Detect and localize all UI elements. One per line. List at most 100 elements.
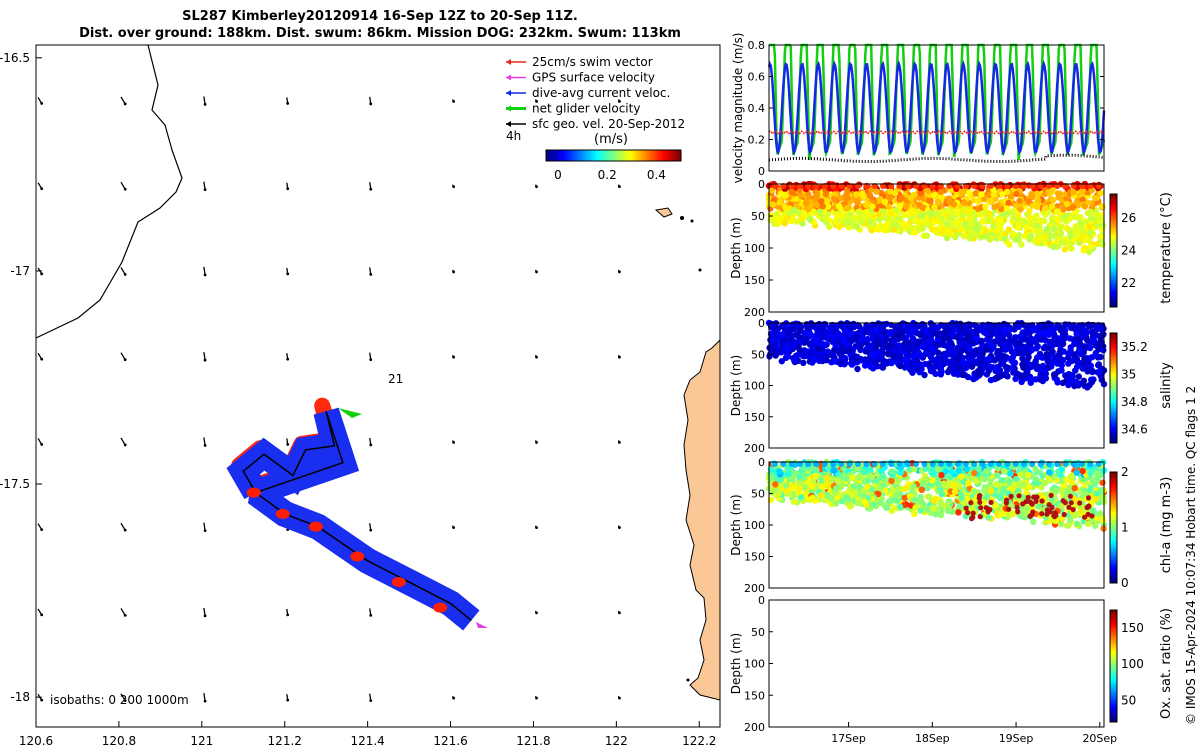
section-point bbox=[769, 201, 777, 208]
section-point bbox=[1042, 211, 1049, 218]
chl-a-colorbar-cell bbox=[1110, 534, 1117, 537]
salinity-colorbar-cell bbox=[1110, 339, 1117, 343]
section-point bbox=[929, 504, 936, 512]
geo-velocity-arrowhead bbox=[618, 696, 621, 700]
section-point bbox=[788, 188, 795, 196]
section-point bbox=[1073, 224, 1081, 231]
oxygen-colorbar-cell bbox=[1110, 697, 1117, 701]
salinity-colorbar-cell bbox=[1110, 438, 1117, 442]
geo-velocity-arrowhead bbox=[286, 443, 290, 446]
section-point bbox=[1067, 231, 1074, 238]
section-point bbox=[1006, 344, 1014, 352]
temperature-y-tick-label: 0 bbox=[758, 178, 765, 191]
oxygen-colorbar-cell bbox=[1110, 627, 1117, 631]
section-point bbox=[877, 195, 884, 203]
oxygen-colorbar-cell bbox=[1110, 616, 1117, 620]
chl-a-colorbar-cell bbox=[1110, 485, 1117, 489]
section-point bbox=[1086, 229, 1094, 236]
section-point bbox=[800, 359, 807, 366]
section-point bbox=[873, 188, 880, 195]
section-point bbox=[986, 198, 994, 205]
chl-a-colorbar-cell bbox=[1110, 500, 1117, 504]
section-point bbox=[1001, 467, 1008, 475]
section-point bbox=[855, 499, 862, 507]
section-point bbox=[951, 369, 958, 376]
chl-a-colorbar-cell bbox=[1110, 531, 1117, 535]
section-point bbox=[800, 210, 808, 217]
section-point bbox=[1053, 487, 1060, 494]
section-point bbox=[1088, 378, 1096, 386]
temperature-colorbar-cell bbox=[1110, 203, 1117, 206]
section-point bbox=[1034, 197, 1042, 204]
oxygen-colorbar-frame bbox=[1109, 609, 1118, 723]
section-point bbox=[905, 339, 912, 346]
geo-velocity-arrowhead bbox=[535, 611, 538, 615]
chl-high-point bbox=[1060, 498, 1066, 504]
section-point bbox=[930, 226, 937, 233]
section-point bbox=[1042, 343, 1049, 350]
temperature-colorbar-cell bbox=[1110, 279, 1117, 283]
section-point bbox=[948, 468, 955, 475]
oxygen-colorbar-cell bbox=[1110, 690, 1117, 694]
section-point bbox=[947, 488, 954, 495]
section-point bbox=[776, 468, 783, 475]
map-frame bbox=[35, 44, 721, 728]
section-point bbox=[960, 199, 968, 206]
chl-a-colorbar-cell bbox=[1110, 547, 1117, 551]
section-point bbox=[1068, 357, 1076, 364]
island bbox=[686, 678, 690, 682]
section-point bbox=[993, 227, 1000, 235]
oxygen-colorbar-cell bbox=[1110, 710, 1117, 714]
temperature-y-tick-label: 50 bbox=[751, 210, 765, 223]
section-point bbox=[896, 332, 903, 339]
chl-high-point bbox=[1061, 511, 1067, 518]
map-x-tick-label: 120.6 bbox=[19, 734, 53, 748]
chl-high-point bbox=[1008, 493, 1014, 499]
map-x-tick-label: 121.8 bbox=[516, 734, 550, 748]
section-point bbox=[969, 339, 976, 346]
salinity-colorbar-frame bbox=[1109, 332, 1118, 444]
island bbox=[654, 207, 673, 218]
map-y-tick-label: -18 bbox=[10, 690, 30, 704]
temperature-colorbar-cell bbox=[1110, 194, 1117, 197]
geo-velocity-arrowhead bbox=[286, 357, 290, 361]
section-point bbox=[854, 199, 861, 207]
section-point bbox=[885, 203, 893, 210]
geo-velocity-arrowhead bbox=[535, 185, 538, 189]
chl-a-colorbar-cell bbox=[1110, 516, 1117, 520]
section-point bbox=[1007, 470, 1014, 477]
section-point bbox=[1071, 495, 1078, 502]
swim-vector-cluster bbox=[308, 521, 323, 532]
map-colorbar-cell bbox=[550, 150, 554, 161]
section-point bbox=[793, 195, 800, 203]
section-point bbox=[866, 466, 874, 474]
section-point bbox=[1085, 236, 1092, 244]
section-point bbox=[1096, 368, 1104, 375]
net-glider-velocity-arrow bbox=[338, 408, 362, 418]
section-point bbox=[879, 342, 886, 349]
section-point bbox=[1089, 367, 1096, 375]
chl-a-colorbar-cell bbox=[1110, 511, 1117, 515]
section-point bbox=[1068, 245, 1075, 252]
oxygen-colorbar-cell bbox=[1110, 688, 1117, 692]
section-point bbox=[841, 354, 848, 362]
salinity-colorbar-cell bbox=[1110, 350, 1117, 354]
oxygen-colorbar-cell bbox=[1110, 686, 1117, 689]
section-point bbox=[1057, 521, 1065, 528]
section-point bbox=[973, 347, 980, 354]
section-point bbox=[1078, 235, 1085, 243]
section-point bbox=[1032, 358, 1039, 365]
geo-velocity-arrowhead bbox=[369, 528, 373, 532]
chl-a-colorbar-cell bbox=[1110, 523, 1117, 526]
isobath-line bbox=[35, 44, 183, 339]
section-point bbox=[1046, 338, 1053, 345]
section-point bbox=[931, 218, 938, 226]
section-point bbox=[924, 187, 932, 195]
section-point bbox=[777, 477, 784, 484]
section-point bbox=[926, 197, 933, 204]
temperature-colorbar-cell bbox=[1110, 275, 1117, 279]
section-point bbox=[813, 334, 820, 342]
section-point bbox=[882, 336, 889, 343]
chl-a-colorbar-cell bbox=[1110, 487, 1117, 491]
section-point bbox=[814, 327, 821, 335]
